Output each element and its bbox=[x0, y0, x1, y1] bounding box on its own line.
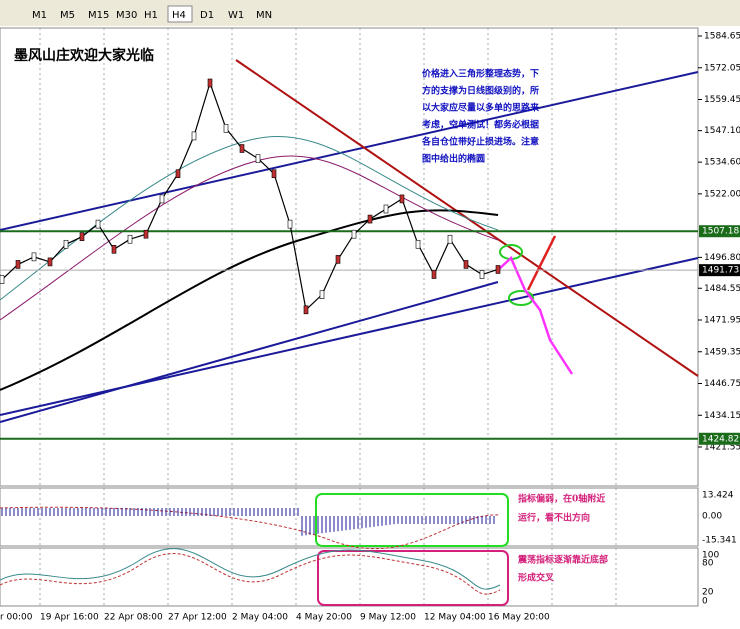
price-label: 1459.35 bbox=[704, 347, 740, 357]
timeframe-button[interactable]: M30 bbox=[116, 10, 137, 21]
timeframe-button[interactable]: MN bbox=[256, 10, 272, 21]
time-label: 12 May 04:00 bbox=[424, 613, 486, 623]
stoch-label: 80 bbox=[702, 559, 714, 569]
price-label: 1534.60 bbox=[704, 158, 740, 168]
candle bbox=[415, 239, 421, 249]
price-label: 1484.55 bbox=[704, 284, 740, 294]
time-label: 22 Apr 08:00 bbox=[104, 613, 163, 623]
timeframe-button[interactable]: M15 bbox=[88, 10, 109, 21]
macd-label: 0.00 bbox=[702, 512, 722, 522]
candle bbox=[239, 144, 245, 153]
candle bbox=[495, 265, 501, 274]
candle bbox=[127, 234, 133, 244]
candle bbox=[175, 169, 181, 179]
level-label: 1507.18 bbox=[702, 227, 739, 237]
price-label: 1496.80 bbox=[704, 253, 740, 263]
price-line bbox=[1, 81, 499, 311]
candle bbox=[0, 275, 5, 284]
grid bbox=[39, 28, 617, 606]
candle bbox=[271, 169, 277, 179]
macd-bars bbox=[1, 508, 495, 536]
level-tag bbox=[699, 432, 740, 445]
welcome: 墨风山庄欢迎大家光临 bbox=[14, 47, 154, 64]
timeframe-button[interactable]: D1 bbox=[200, 10, 214, 21]
price-label: 1522.00 bbox=[704, 189, 740, 199]
candle bbox=[31, 252, 37, 262]
candle bbox=[351, 229, 357, 239]
note-line: 以大家应尽量以多单的思路来 bbox=[422, 102, 540, 114]
candle bbox=[303, 305, 309, 315]
main-pane bbox=[0, 27, 699, 487]
last-price-label: 1491.73 bbox=[702, 266, 739, 276]
timeframe-button[interactable]: H1 bbox=[144, 10, 158, 21]
note-line: 指标偏弱，在0轴附近 bbox=[518, 493, 605, 505]
timeframe-button[interactable]: W1 bbox=[228, 10, 244, 21]
timeframe-button[interactable]: M5 bbox=[60, 10, 75, 21]
price-label: 1572.05 bbox=[704, 63, 740, 73]
candle bbox=[255, 154, 261, 163]
timeframe-button[interactable]: M1 bbox=[32, 10, 47, 21]
candle bbox=[143, 229, 149, 239]
note-line: 各自仓位带好止损进场。注意 bbox=[421, 136, 539, 148]
macd-label: 13.424 bbox=[702, 491, 734, 501]
time-label: 2 May 04:00 bbox=[232, 613, 288, 623]
candle bbox=[479, 270, 485, 279]
candle bbox=[15, 260, 21, 269]
candle bbox=[399, 194, 405, 204]
price-label: 1446.75 bbox=[704, 379, 740, 389]
candle bbox=[335, 255, 341, 264]
candle bbox=[111, 245, 117, 254]
candle bbox=[367, 214, 373, 224]
stoch-label: 100 bbox=[702, 551, 719, 561]
note-line: 方的支撑为日线图级别的，所 bbox=[422, 85, 539, 97]
note-line: 图中给出的椭圆 bbox=[422, 153, 485, 165]
annotation: 价格进入三角形整理态势，下方的支撑为日线图级别的，所以大家应尽量以多单的思路来考… bbox=[421, 68, 540, 165]
price-label: 1471.95 bbox=[704, 316, 740, 326]
candle bbox=[191, 131, 197, 141]
candle bbox=[383, 204, 389, 214]
candle bbox=[159, 194, 165, 204]
candle bbox=[463, 260, 469, 269]
note-line: 震荡指标逐渐靠近底部 bbox=[517, 554, 608, 566]
timeframe-button[interactable]: H4 bbox=[172, 10, 186, 21]
candle bbox=[223, 124, 229, 133]
stoch-pane bbox=[0, 547, 699, 607]
candle bbox=[95, 219, 101, 229]
price-label: 1559.45 bbox=[704, 95, 740, 105]
candle bbox=[431, 270, 437, 279]
time-label: 19 Apr 16:00 bbox=[40, 613, 99, 623]
macd-label: -15.341 bbox=[702, 536, 737, 546]
active-tab bbox=[167, 5, 193, 23]
last-price-tag bbox=[699, 264, 740, 277]
time-label: 4 May 20:00 bbox=[296, 613, 352, 623]
price-label: 1434.15 bbox=[704, 411, 740, 421]
note-line: 价格进入三角形整理态势，下 bbox=[422, 68, 539, 80]
candle bbox=[319, 290, 325, 299]
note-line: 形成交叉 bbox=[518, 572, 555, 584]
stoch-label: 0 bbox=[702, 597, 708, 607]
candle bbox=[287, 219, 293, 229]
note-line: 考虑，空单测试！都务必根据 bbox=[422, 119, 539, 131]
time-label: r 00:00 bbox=[0, 613, 33, 623]
price-label: 1421.55 bbox=[704, 443, 740, 453]
candle bbox=[79, 232, 85, 242]
timeframes: M1 M5 M15 M30 H1 H4 D1 W1 MN bbox=[32, 5, 272, 23]
price-label: 1584.65 bbox=[704, 32, 740, 42]
level-label: 1424.82 bbox=[702, 434, 739, 444]
candle bbox=[207, 78, 213, 88]
time-label: 27 Apr 12:00 bbox=[168, 613, 227, 623]
time-label: 16 May 20:00 bbox=[488, 613, 550, 623]
stoch-label: 20 bbox=[702, 588, 714, 598]
candle bbox=[63, 239, 69, 249]
toolbar bbox=[0, 0, 740, 26]
candle bbox=[47, 257, 53, 267]
time-label: 9 May 12:00 bbox=[360, 613, 416, 623]
candle bbox=[447, 234, 453, 244]
note-line: 运行，看不出方向 bbox=[518, 512, 590, 524]
level-tag bbox=[699, 225, 740, 238]
price-label: 1547.10 bbox=[704, 126, 740, 136]
